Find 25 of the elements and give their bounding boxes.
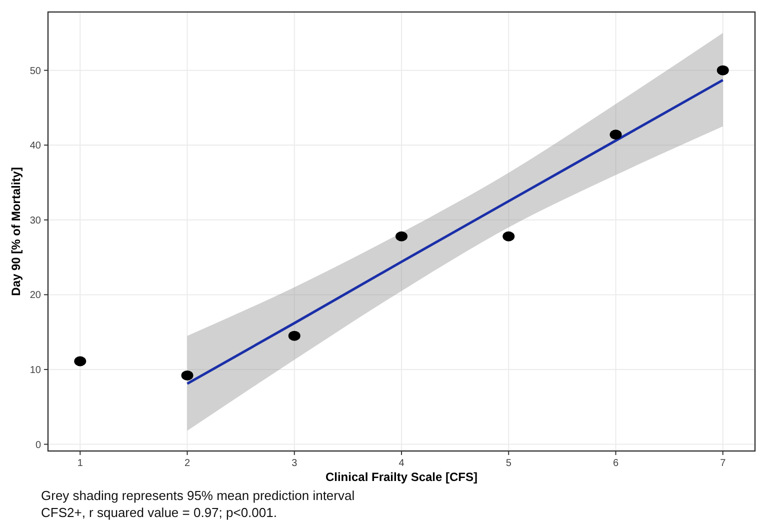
point	[181, 370, 194, 380]
y-tick-label: 40	[30, 140, 42, 152]
text: CFS2+, r squared value = 0.97; p<0.001.	[41, 505, 277, 520]
x-axis-title: Clinical Frailty Scale [CFS]	[325, 470, 478, 484]
point	[716, 65, 729, 76]
y-tick-label: 50	[30, 66, 42, 77]
x-tick-label: 1	[77, 458, 84, 469]
point	[288, 330, 300, 341]
x-tick-label: 7	[720, 458, 726, 469]
x-tick-label: 5	[506, 458, 512, 469]
line-series	[186, 78, 724, 385]
y-tick-label: 0	[35, 440, 42, 451]
x-tick-label: 3	[292, 458, 298, 469]
x-tick-label: 6	[612, 458, 619, 469]
y-tick-label: 20	[30, 290, 42, 302]
point	[74, 356, 86, 366]
y-axis-title: Day 90 [% of Mortality]	[9, 167, 23, 296]
point	[610, 130, 622, 140]
x-tick-label: 2	[184, 458, 190, 469]
y-tick-label: 10	[30, 364, 42, 376]
point	[396, 231, 408, 242]
y-tick-label: 30	[30, 215, 42, 226]
text: Grey shading represents 95% mean prediction interval	[41, 488, 355, 503]
x-tick-label: 4	[398, 458, 405, 469]
point	[502, 231, 515, 242]
